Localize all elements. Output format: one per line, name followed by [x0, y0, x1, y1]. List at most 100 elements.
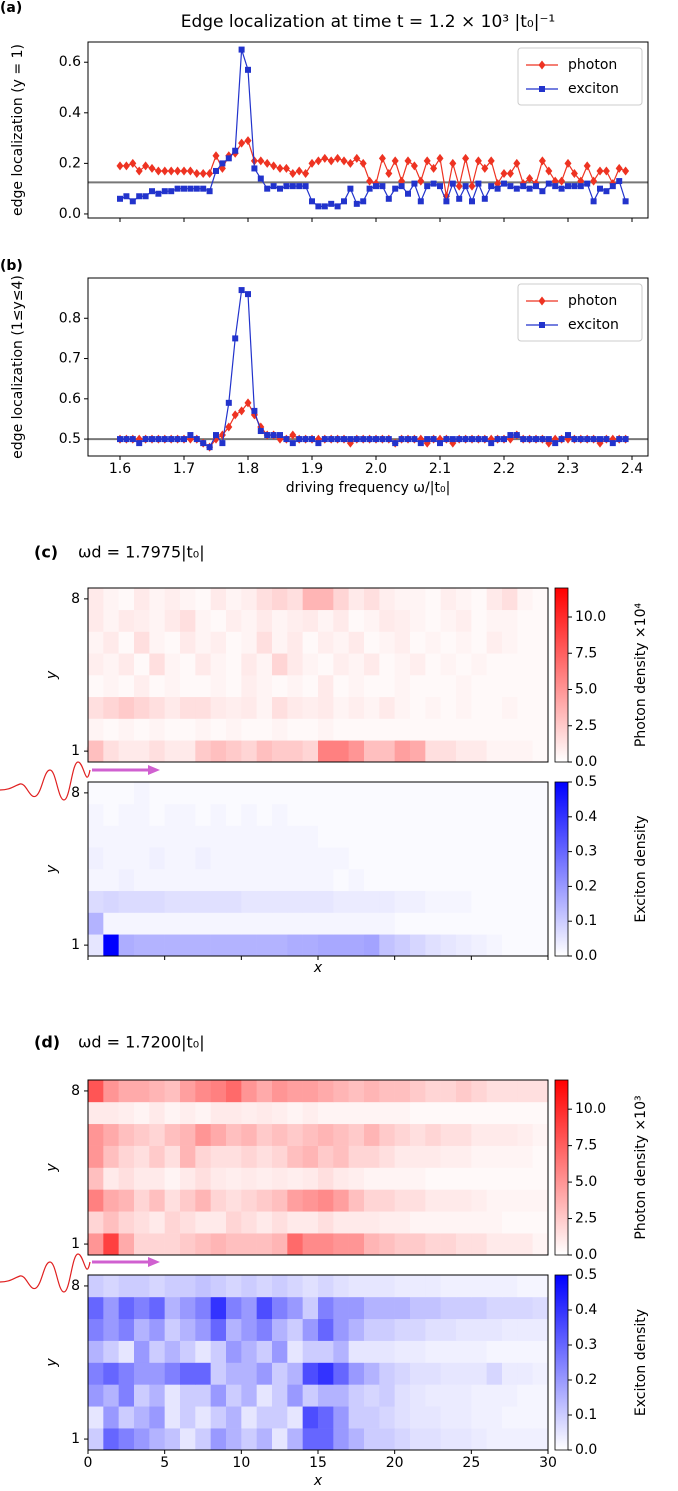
x-tick-label: 30: [539, 1455, 557, 1471]
heatmap-cell: [532, 588, 549, 611]
heatmap-cell: [333, 740, 349, 763]
marker: [257, 156, 265, 166]
heatmap-cell: [256, 890, 273, 913]
marker: [346, 158, 354, 168]
heatmap-cell: [425, 1406, 441, 1429]
heatmap-cell: [456, 912, 472, 935]
heatmap-cell: [318, 609, 334, 632]
heatmap-cell: [379, 782, 395, 805]
heatmap-cell: [226, 1362, 242, 1385]
heatmap-cell: [532, 1362, 549, 1385]
heatmap-cell: [103, 912, 119, 935]
legend-box: [517, 47, 643, 106]
x-tick-label: 10: [232, 1455, 250, 1471]
heatmap-cell: [272, 675, 288, 698]
heatmap-cell: [379, 588, 395, 611]
colorbar-label: Exciton density: [633, 1309, 649, 1416]
marker: [545, 436, 552, 443]
heatmap-cell: [180, 588, 196, 611]
heatmap-cell: [256, 1362, 273, 1385]
axes-frame: [87, 277, 649, 457]
heatmap-cell: [379, 696, 395, 719]
heatmap-cell: [364, 1362, 380, 1385]
heatmap-cell: [333, 1296, 349, 1320]
heatmap-cell: [302, 718, 319, 741]
heatmap-cell: [471, 1428, 487, 1451]
heatmap-cell: [272, 1123, 288, 1146]
heatmap-cell: [241, 1362, 257, 1385]
marker: [456, 436, 463, 443]
heatmap-cell: [118, 1428, 135, 1451]
marker: [168, 436, 175, 443]
marker: [526, 436, 533, 443]
marker: [392, 185, 399, 192]
heatmap-cell: [532, 696, 549, 719]
heatmap-cell: [348, 718, 365, 741]
heatmap-cell: [272, 1406, 288, 1429]
heatmap-cell: [103, 1362, 119, 1385]
heatmap-cell: [164, 631, 181, 654]
heatmap-cell: [180, 609, 196, 632]
marker: [430, 436, 437, 443]
heatmap-cell: [471, 1123, 487, 1146]
heatmap-cell: [241, 1145, 257, 1168]
marker: [469, 436, 475, 443]
heatmap-cell: [502, 1101, 518, 1125]
marker: [494, 436, 501, 443]
heatmap-cell: [410, 696, 426, 719]
colorbar-tick-label: 0.3: [575, 844, 597, 860]
heatmap-cell: [394, 1362, 411, 1385]
marker: [405, 190, 411, 197]
heatmap-cell: [164, 934, 181, 957]
heatmap-cell: [118, 740, 135, 763]
heatmap-cell: [164, 782, 181, 805]
heatmap-cell: [287, 1167, 303, 1190]
heatmap-cell: [302, 782, 319, 805]
heatmap-cell: [471, 675, 487, 698]
heatmap-cell: [394, 718, 411, 741]
heatmap-cell: [440, 1384, 457, 1407]
heatmap-cell: [302, 1340, 319, 1363]
heatmap-cell: [318, 1362, 334, 1385]
marker: [577, 183, 584, 190]
marker: [327, 156, 335, 166]
heatmap-cell: [440, 653, 457, 676]
heatmap-cell: [440, 934, 457, 957]
marker: [359, 158, 367, 168]
marker: [206, 168, 214, 178]
heatmap-cell: [348, 1275, 365, 1298]
heatmap-cell: [471, 825, 487, 848]
heatmap-cell: [364, 869, 380, 892]
marker: [597, 185, 603, 192]
marker: [571, 183, 578, 190]
heatmap-cell: [318, 1080, 334, 1103]
heatmap-cell: [195, 1362, 211, 1385]
marker: [309, 198, 315, 205]
heatmap-cell: [134, 631, 150, 654]
marker: [488, 440, 495, 447]
heatmap-cell: [88, 1167, 104, 1190]
x-tick-label: 2.0: [365, 461, 387, 477]
marker: [148, 163, 156, 173]
heatmap-cell: [88, 803, 104, 826]
marker: [481, 195, 488, 202]
heatmap-cell: [471, 1189, 487, 1212]
heatmap-cell: [164, 1123, 181, 1146]
heatmap-cell: [486, 847, 503, 870]
heatmap-cell: [486, 1101, 503, 1125]
heatmap-cell: [210, 803, 227, 826]
heatmap-cell: [256, 1318, 273, 1341]
colorbar-tick-label: 0.4: [575, 809, 597, 825]
x-axis-label: x: [313, 1473, 323, 1489]
marker: [199, 168, 207, 178]
heatmap-cell: [440, 1101, 457, 1125]
heatmap-cell: [425, 1340, 441, 1363]
heatmap-cell: [471, 1362, 487, 1385]
marker: [142, 161, 150, 171]
marker: [135, 166, 143, 176]
heatmap-cell: [348, 740, 365, 763]
colorbar-tick-label: 10.0: [575, 1101, 606, 1117]
heatmap-cell: [333, 1362, 349, 1385]
heatmap-cell: [180, 825, 196, 848]
heatmap-cell: [195, 890, 211, 913]
